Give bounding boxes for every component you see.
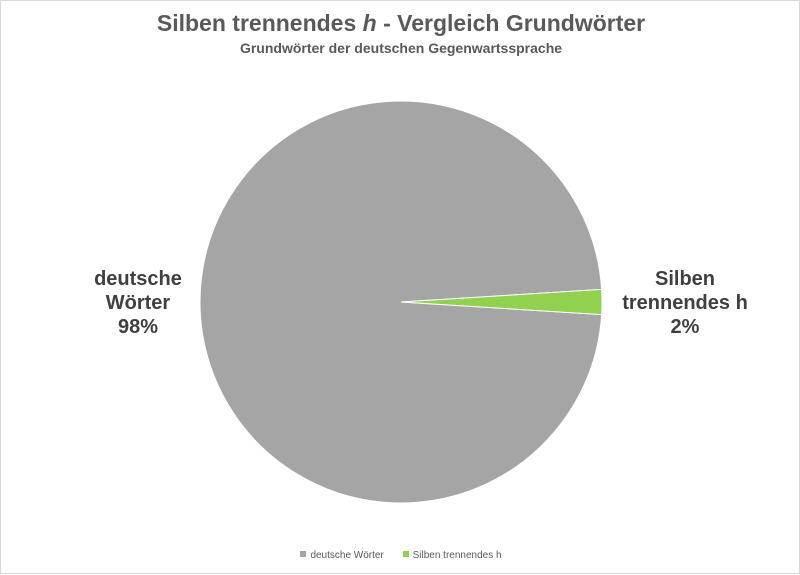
pie-slice-deutsche-woerter [199, 100, 603, 504]
pie-slice-silben-trennendes-h [400, 288, 603, 316]
chart-title: Silben trennendes h - Vergleich Grundwör… [156, 10, 646, 36]
legend-label: deutsche Wörter [310, 550, 384, 561]
legend: deutsche Wörter Silben trennendes h [1, 550, 800, 561]
data-label-deutsche-woerter: deutsche Wörter 98% [94, 268, 182, 338]
chart-subtitle: Grundwörter der deutschen Gegenwartsspra… [239, 40, 563, 56]
legend-swatch-silben-trennendes-h [402, 551, 409, 558]
legend-item-silben-trennendes-h: Silben trennendes h [402, 550, 502, 561]
legend-item-deutsche-woerter: deutsche Wörter [300, 550, 384, 561]
legend-label: Silben trennendes h [412, 550, 502, 561]
data-label-silben-trennendes-h: Silben trennendes h 2% [622, 268, 748, 338]
legend-swatch-deutsche-woerter [300, 551, 307, 558]
